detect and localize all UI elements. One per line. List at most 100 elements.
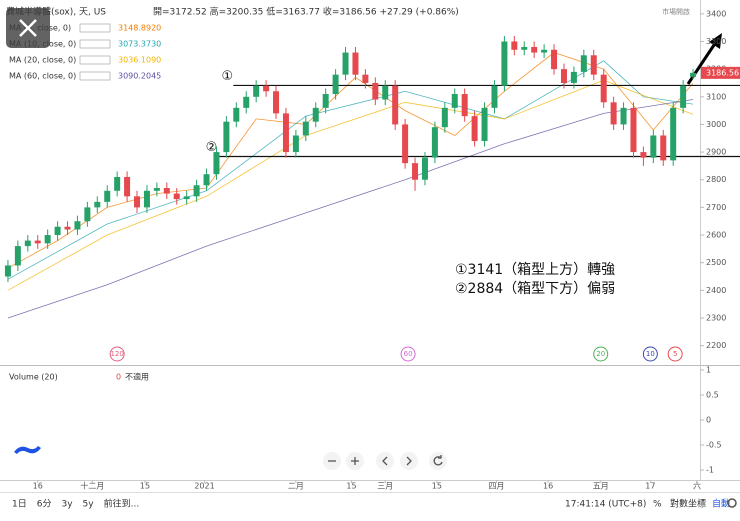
legend-value: 3148.8920 (118, 24, 161, 33)
candle-body (322, 94, 329, 108)
candle-body (541, 49, 548, 53)
x-tick-label: 16 (543, 482, 553, 491)
toolbar-button[interactable]: 6分 (37, 499, 52, 510)
x-tick-label: 二月 (288, 482, 304, 491)
reset-button[interactable] (429, 452, 447, 470)
candle-body (203, 174, 210, 186)
candle-body (193, 185, 200, 197)
volume-status: 不適用 (125, 372, 149, 382)
x-tick-label: 2021 (194, 482, 214, 491)
candle-body (74, 221, 81, 230)
x-tick-label: 三月 (377, 482, 393, 491)
candle-body (263, 85, 270, 92)
volume-title: Volume (20) (9, 373, 58, 382)
candle-body (4, 265, 11, 277)
legend-value: 3090.2045 (118, 72, 161, 81)
ma-marker-label: 5 (673, 350, 677, 358)
candle-body (531, 47, 538, 53)
candle-body (253, 85, 260, 97)
candle-body (412, 163, 419, 180)
candle-body (273, 91, 280, 114)
candle-body (292, 135, 299, 153)
toolbar-option[interactable]: 對數坐標 (670, 498, 706, 510)
volume-y-tick-label: -0.5 (706, 441, 722, 450)
annotation: ①3141（箱型上方）轉強 (455, 262, 615, 278)
y-tick-label: 2800 (706, 175, 726, 184)
x-tick-label: 四月 (488, 482, 504, 491)
candle-body (332, 74, 339, 95)
toolbar-option[interactable]: 自動 (712, 498, 730, 510)
candle-body (153, 188, 160, 191)
candle-body (501, 41, 508, 86)
toolbar-button[interactable]: 5y (83, 500, 95, 510)
toolbar-button[interactable]: 3y (61, 500, 73, 510)
scroll-right-button[interactable] (400, 452, 418, 470)
y-tick-label: 3400 (706, 9, 726, 18)
y-tick-label: 2600 (706, 231, 726, 240)
candle-body (610, 102, 617, 125)
ma-line (7, 99, 694, 319)
candle-body (511, 41, 518, 50)
legend-value: 3036.1090 (118, 56, 161, 65)
last-price-label: 3186.56 (706, 68, 739, 77)
volume-value: 0 (116, 373, 121, 382)
ma-marker (400, 346, 416, 362)
scroll-left-icon (382, 456, 388, 466)
candle-body (680, 85, 687, 108)
market-status: 市場開啟 (662, 7, 690, 16)
candle-body (173, 193, 180, 200)
candle-body (481, 107, 488, 142)
candle-body (670, 107, 677, 161)
candle-body (312, 107, 319, 122)
candle-body (372, 82, 379, 100)
legend-value: 3073.3730 (118, 40, 161, 49)
candle-body (124, 176, 131, 197)
toolbar-button[interactable]: 1日 (12, 499, 27, 510)
scroll-left-button[interactable] (376, 452, 394, 470)
candle-body (352, 52, 359, 75)
candle-body (243, 96, 250, 108)
volume-y-tick-label: 1 (706, 366, 711, 375)
y-tick-label: 3300 (706, 37, 726, 46)
y-tick-label: 3000 (706, 120, 726, 129)
candle-body (114, 176, 121, 191)
candle-body (392, 85, 399, 125)
y-tick-label: 2200 (706, 341, 726, 350)
reset-icon (433, 455, 443, 466)
annotation: ②2884（箱型下方）偏弱 (455, 281, 615, 297)
y-tick-label: 2900 (706, 148, 726, 157)
candle-body (134, 196, 141, 208)
x-tick-label: 五月 (593, 482, 609, 491)
candle-body (491, 85, 498, 108)
candle-body (54, 226, 61, 236)
candle-body (14, 246, 21, 266)
candle-body (362, 74, 369, 83)
volume-y-tick-label: -1 (706, 466, 714, 475)
ma-marker-label: 20 (596, 350, 605, 358)
arrow-head (709, 33, 722, 49)
candle-body (302, 121, 309, 136)
candle-body (282, 113, 289, 153)
candle-body (640, 152, 647, 158)
candle-body (521, 47, 528, 50)
toolbar-option[interactable]: % (653, 500, 662, 510)
candle-body (213, 152, 220, 175)
candle-body (84, 207, 91, 222)
candle-body (570, 71, 577, 83)
y-tick-label: 2300 (706, 313, 726, 322)
candle-body (44, 235, 51, 244)
candle-body (402, 124, 409, 164)
toolbar-button[interactable]: 前往到... (104, 498, 140, 510)
close-icon (19, 19, 37, 37)
ma-marker-label: 60 (404, 350, 413, 358)
candle-body (183, 196, 190, 200)
candle-body (590, 55, 597, 75)
logo (14, 446, 41, 454)
legend-icons (79, 23, 111, 33)
ma-marker (593, 346, 609, 362)
zoom-in-icon (351, 457, 359, 465)
candle-body (600, 74, 607, 103)
candle-body (461, 94, 468, 117)
settings-icon[interactable] (727, 498, 737, 508)
